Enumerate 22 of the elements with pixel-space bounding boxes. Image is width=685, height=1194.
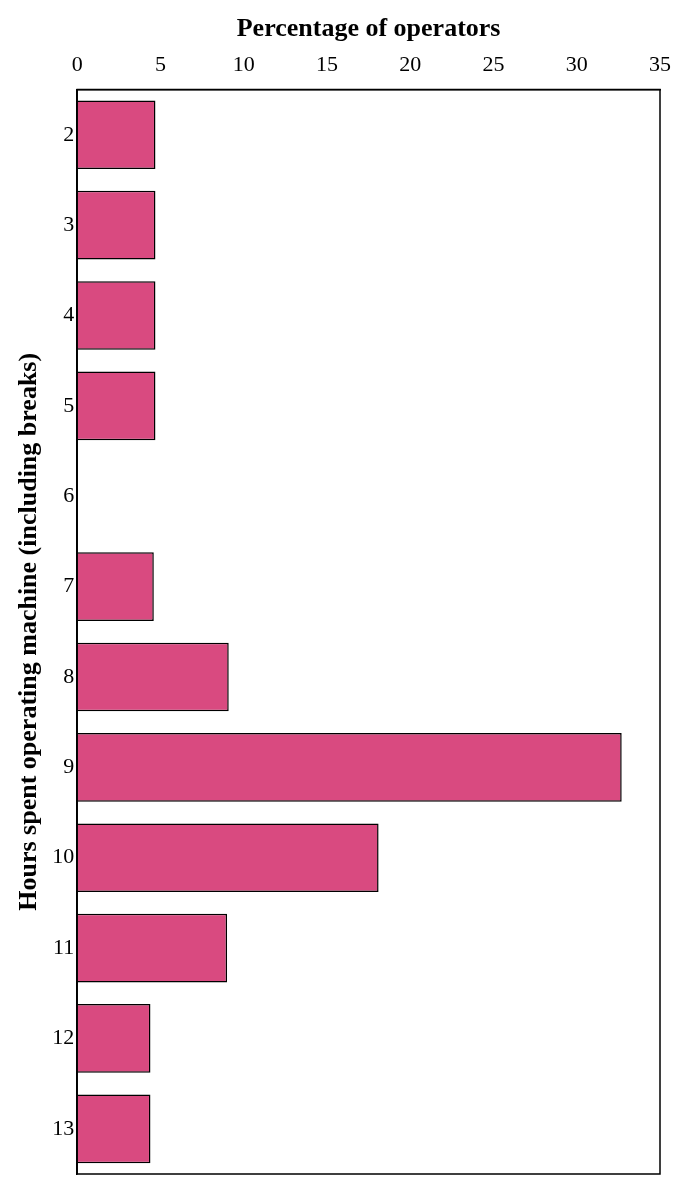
x-tick-label: 15 — [315, 51, 338, 77]
x-tick-label: 25 — [482, 51, 505, 77]
y-tick-label: 9 — [63, 753, 75, 779]
x-tick-label: 10 — [232, 51, 255, 77]
y-tick-label: 2 — [63, 120, 75, 146]
y-tick-label: 5 — [63, 391, 75, 417]
x-tick-label: 20 — [399, 51, 422, 77]
y-tick-label: 7 — [63, 572, 75, 598]
y-tick-label: 4 — [63, 301, 75, 327]
y-tick-label: 6 — [63, 482, 75, 508]
x-tick-label: 35 — [649, 51, 671, 77]
y-tick-label: 10 — [52, 843, 75, 869]
x-tick-label: 30 — [565, 51, 588, 77]
y-tick-label: 12 — [52, 1024, 75, 1050]
x-tick-label: 0 — [71, 51, 83, 77]
y-tick-label: 8 — [63, 662, 75, 688]
y-axis-title: Hours spent operating machine (including breaks) — [13, 352, 43, 911]
y-tick-label: 11 — [53, 933, 75, 959]
x-tick-label: 5 — [154, 51, 166, 77]
y-tick-label: 13 — [52, 1114, 75, 1140]
x-axis-title: Percentage of operators — [236, 13, 501, 43]
y-tick-label: 3 — [63, 210, 75, 236]
